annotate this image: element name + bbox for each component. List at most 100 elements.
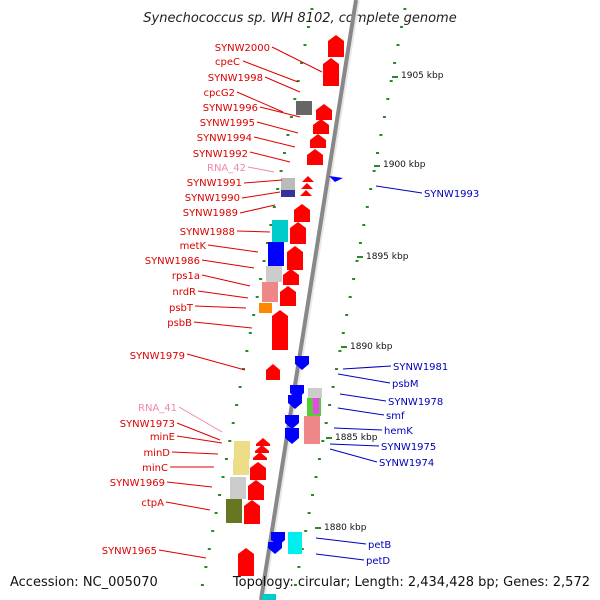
scale-tick [200,584,204,586]
gene-label-synw1994[interactable]: SYNW1994 [197,133,252,144]
leader-line [243,179,283,184]
scale-tick [324,422,328,424]
gene-label-synw1993[interactable]: SYNW1993 [424,189,479,200]
gene-label-psbm[interactable]: psbM [392,379,419,390]
gene-arrow [272,310,288,350]
gene-label-metk[interactable]: metK [180,241,207,252]
gene-label-cpec[interactable]: cpeC [215,57,240,68]
kbp-label-1880: 1880 kbp [324,523,367,533]
gene-label-synw1978[interactable]: SYNW1978 [388,397,443,408]
gene-label-synw1995[interactable]: SYNW1995 [200,118,255,129]
gene-label-synw1979[interactable]: SYNW1979 [130,351,185,362]
scale-tick [376,152,379,154]
gene-label-synw1974[interactable]: SYNW1974 [379,458,434,469]
leader-line [337,407,385,416]
kbp-label-1890: 1890 kbp [350,342,393,352]
gene-block [308,388,322,398]
scale-tick [348,296,352,298]
gene-arrow-reverse [285,428,299,444]
gene-label-petd[interactable]: petD [366,556,390,567]
gene-block [313,398,319,414]
scale-tick [255,296,259,298]
gene-arrow [255,445,269,453]
leader-line [239,204,276,214]
scale-tick [379,134,383,136]
gene-label-rna-41[interactable]: RNA_41 [138,403,177,414]
scale-tick [331,386,335,388]
gene-label-synw1973[interactable]: SYNW1973 [120,419,175,430]
scale-tick [235,404,239,406]
gene-label-synw2000[interactable]: SYNW2000 [215,43,270,54]
gene-label-cpcg2[interactable]: cpcG2 [204,88,235,99]
gene-arrow-reverse [268,542,282,554]
gene-label-synw1981[interactable]: SYNW1981 [393,362,448,373]
gene-arrow [316,104,332,120]
gene-block [268,242,284,266]
scale-tick [372,170,376,172]
gene-label-synw1996[interactable]: SYNW1996 [203,103,258,114]
scale-tick [221,476,225,478]
kbp-tick [326,437,332,439]
scale-tick [382,116,386,118]
leader-line [201,259,255,269]
gene-block [281,190,295,197]
gene-block [259,303,272,313]
scale-tick [365,206,369,208]
gene-label-synw1998[interactable]: SYNW1998 [208,73,263,84]
gene-label-synw1992[interactable]: SYNW1992 [193,149,248,160]
kbp-label-1900: 1900 kbp [383,160,426,170]
topology-text: Topology: circular; Length: 2,434,428 bp… [232,575,590,590]
gene-label-synw1986[interactable]: SYNW1986 [145,256,200,267]
gene-arrow [253,452,267,460]
leader-line [197,290,249,299]
gene-label-minc[interactable]: minC [142,463,168,474]
leader-line [315,537,367,545]
gene-arrow [328,35,344,57]
gene-label-synw1969[interactable]: SYNW1969 [110,478,165,489]
scale-tick [204,566,208,568]
scale-tick [293,98,297,100]
gene-block [262,594,276,600]
gene-arrow [244,500,260,524]
gene-label-rps1a[interactable]: rps1a [172,271,200,282]
gene-label-synw1965[interactable]: SYNW1965 [102,546,157,557]
gene-label-nrdr[interactable]: nrdR [172,287,196,298]
gene-block [281,178,295,190]
scale-tick [300,548,304,550]
gene-label-psbb[interactable]: psbB [167,318,192,329]
gene-label-synw1989[interactable]: SYNW1989 [183,208,238,219]
gene-label-mine[interactable]: minE [150,432,175,443]
scale-tick [396,44,400,46]
gene-label-synw1990[interactable]: SYNW1990 [185,193,240,204]
leader-line [271,46,323,73]
gene-label-mind[interactable]: minD [143,448,170,459]
leader-line [329,448,378,463]
scale-tick [242,368,245,370]
leader-line [193,321,253,329]
gene-label-synw1988[interactable]: SYNW1988 [180,227,235,238]
label-leader-lines [158,46,423,561]
scale-tick [262,260,266,262]
gene-label-ctpa[interactable]: ctpA [141,498,164,509]
kbp-tick [315,527,321,529]
gene-arrow [266,364,280,380]
scale-tick [352,278,356,280]
gene-label-smf[interactable]: smf [386,411,405,422]
gene-label-psbt[interactable]: psbT [169,303,194,314]
gene-block [226,499,242,523]
kbp-tick [392,76,398,78]
gene-block [304,416,320,444]
scale-tick [207,548,211,550]
scale-tick [211,530,215,532]
scale-tick [338,350,342,352]
gene-label-synw1975[interactable]: SYNW1975 [381,442,436,453]
gene-arrow [283,269,299,285]
gene-label-petb[interactable]: petB [368,540,391,551]
gene-label-synw1991[interactable]: SYNW1991 [187,178,242,189]
gene-label-rna-42[interactable]: RNA_42 [207,163,246,174]
gene-label-hemk[interactable]: hemK [384,426,413,437]
scale-tick [335,368,338,370]
scale-tick [317,458,321,460]
scale-tick [259,278,263,280]
